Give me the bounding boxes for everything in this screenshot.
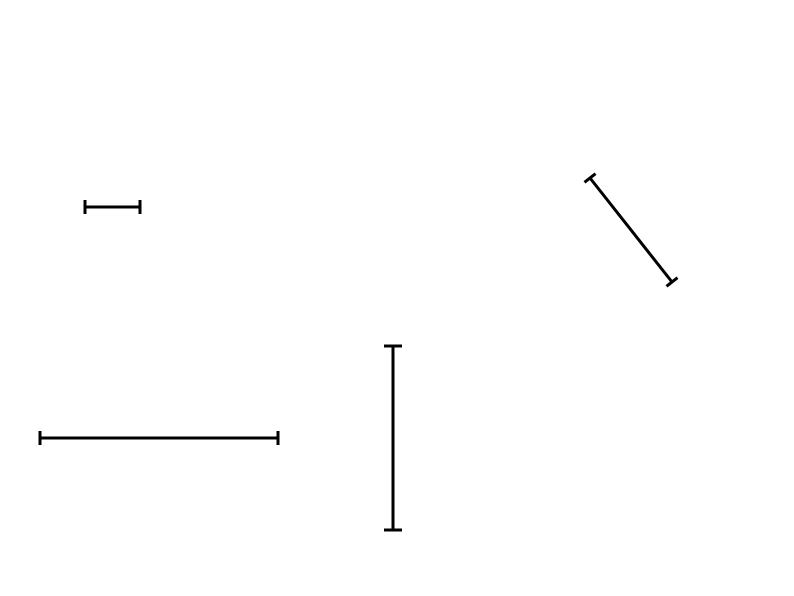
segment-top-left-short [85,200,140,214]
diagram-canvas [0,0,794,596]
segment-mid-left-long [40,431,278,445]
segment-right-diagonal [585,174,678,287]
segment-center-vertical [384,346,402,530]
